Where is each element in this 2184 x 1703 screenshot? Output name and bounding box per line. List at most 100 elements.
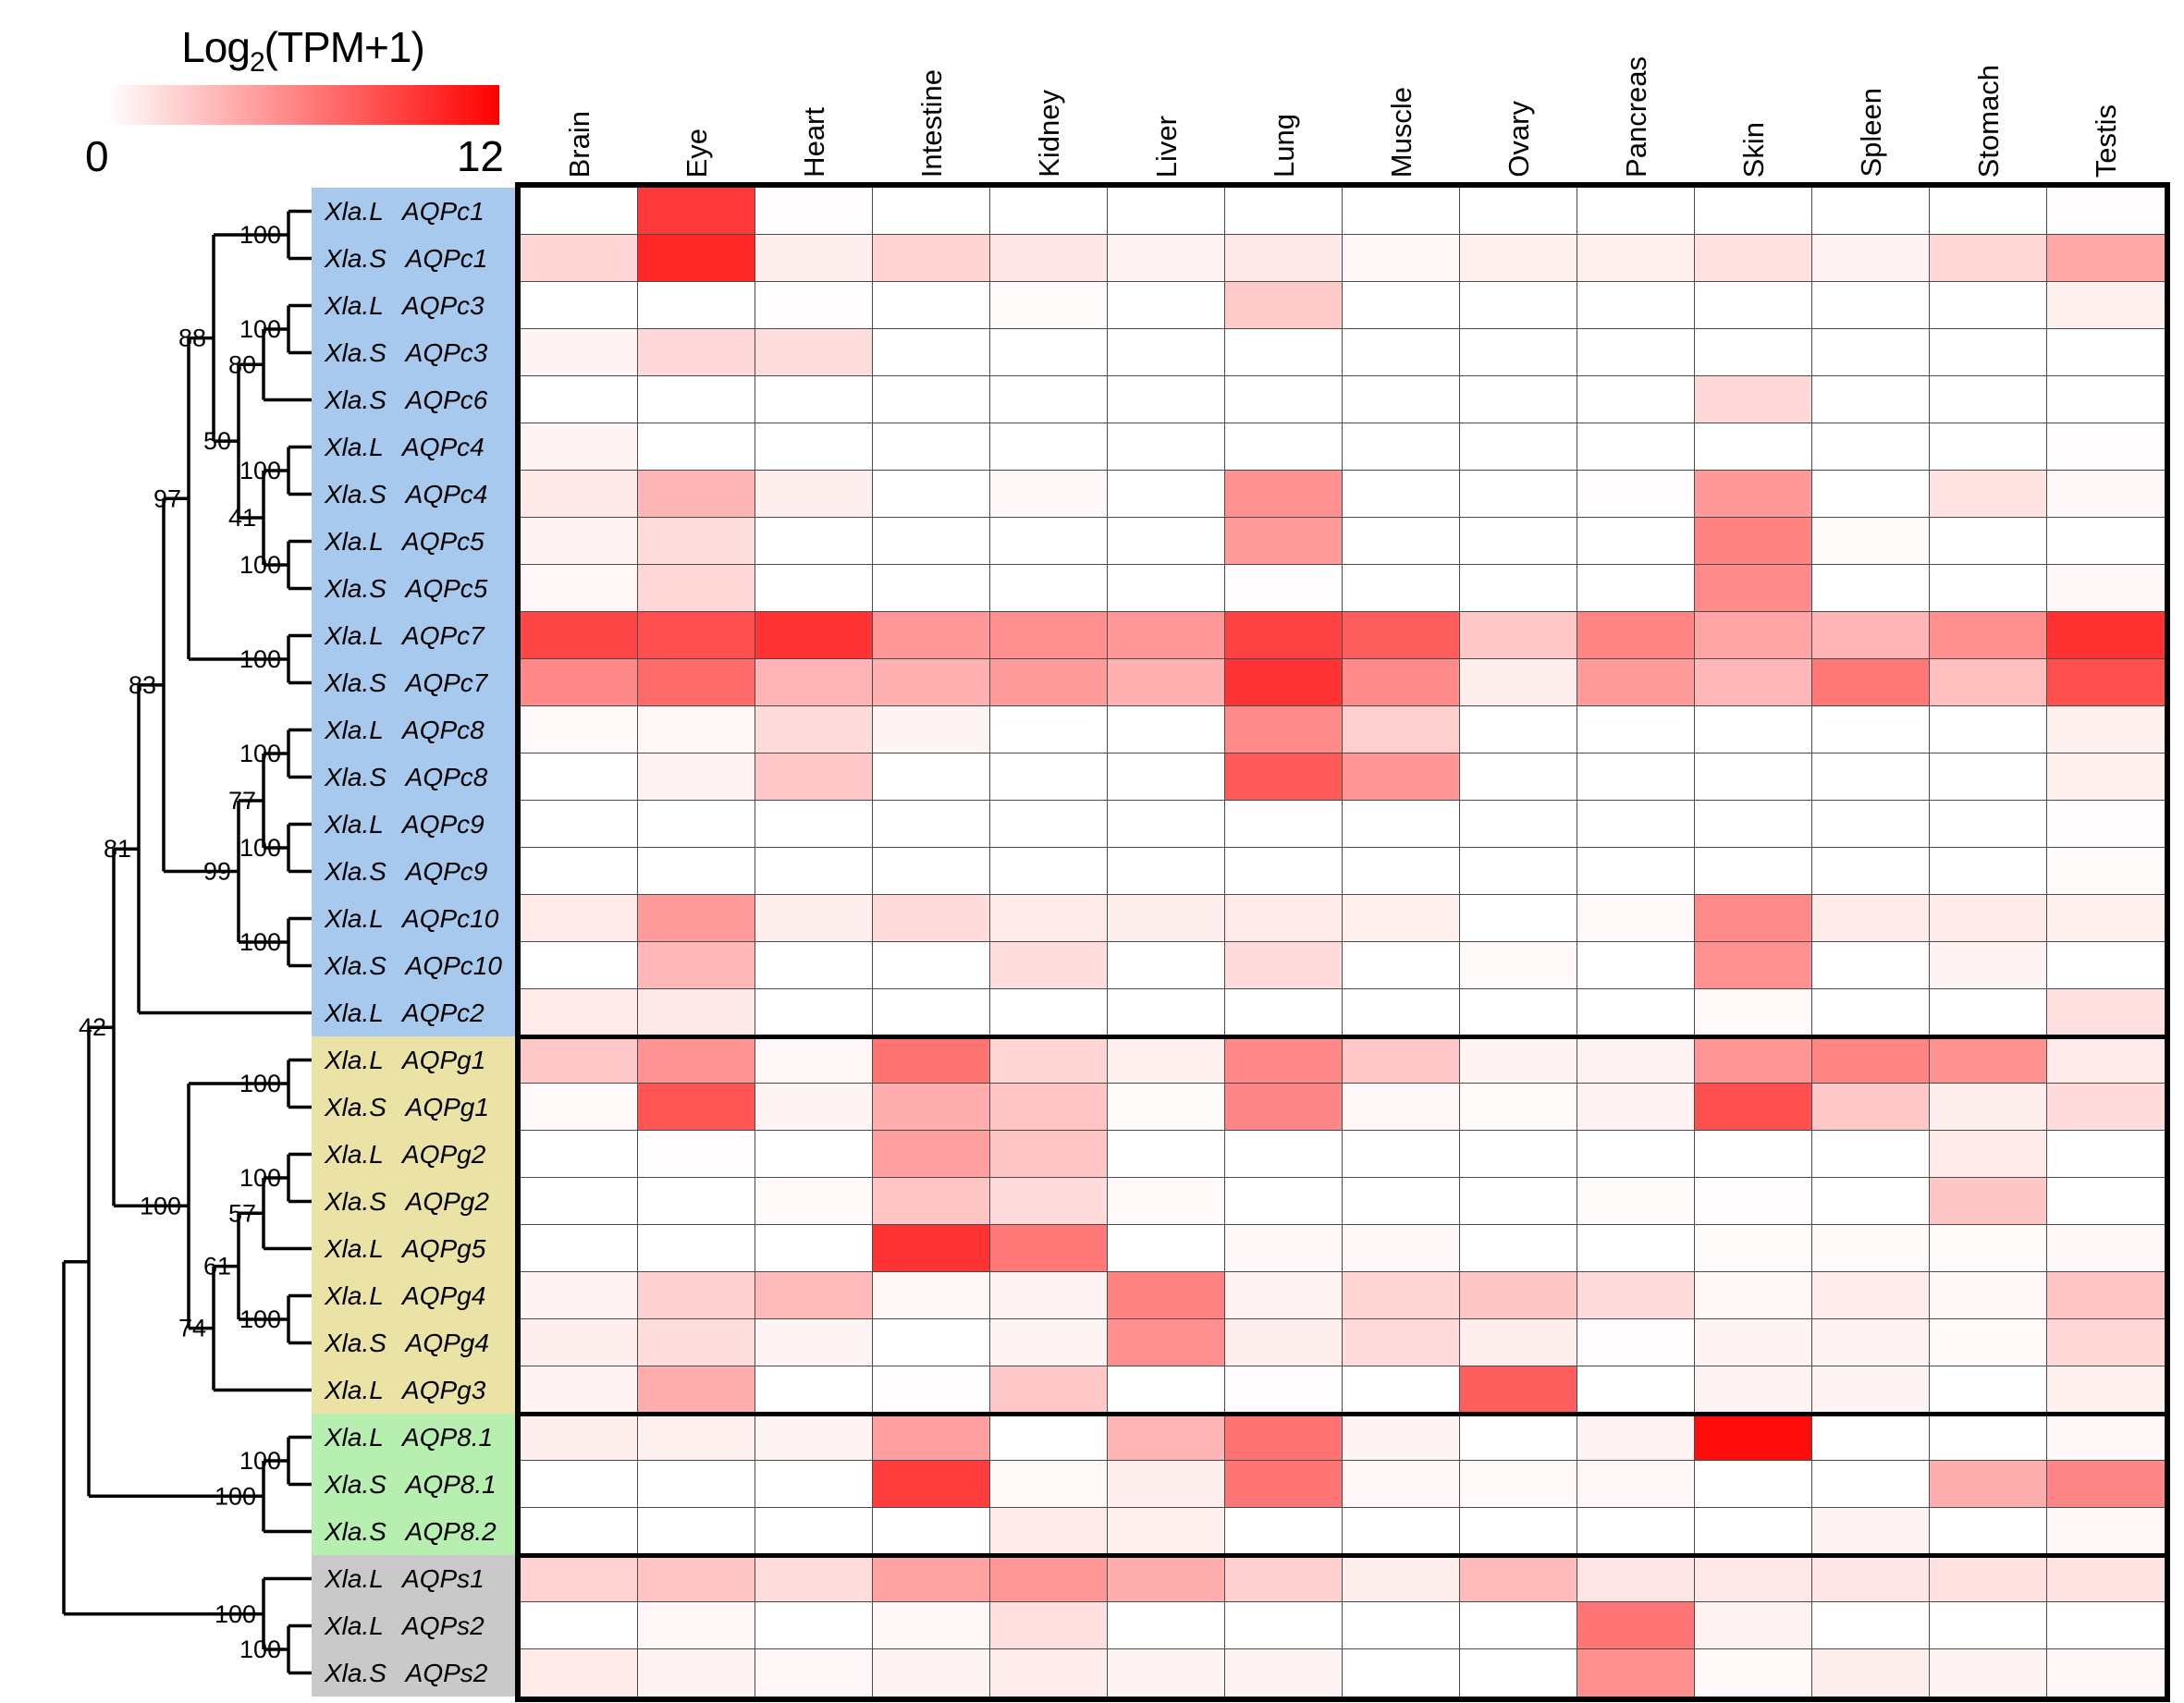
group-block-aqpc: Xla.L AQPc1 Xla.S AQPc1 Xla.L AQPc3 Xla.S A… [312,188,518,1036]
heatmap-cell [1460,753,1577,801]
heatmap-cell [2047,1131,2165,1178]
heatmap-cell [990,376,1108,423]
heatmap-cell [990,282,1108,329]
heatmap-cell [1577,1084,1695,1131]
column-header-label: Liver [1149,115,1183,178]
heatmap-cell [1343,235,1460,282]
heatmap-cell [990,989,1108,1036]
heatmap-cell [990,1414,1108,1461]
heatmap-cell [990,1131,1108,1178]
bootstrap-value: 100 [239,457,281,484]
row-label: Xla.S AQPc6 [325,386,488,414]
heatmap-cell [1812,471,1930,518]
heatmap-cell [1930,1461,2047,1508]
heatmap-cell [1812,848,1930,895]
heatmap-cell [1930,376,2047,423]
heatmap-cell [1930,518,2047,565]
heatmap-cell [638,895,755,942]
row-label: Xla.S AQPg1 [325,1093,489,1121]
heatmap-cell [1695,801,1812,848]
heatmap-cell [873,1178,990,1225]
heatmap-cell [1812,1414,1930,1461]
heatmap-cell [1930,1649,2047,1697]
heatmap-cell [1343,1131,1460,1178]
heatmap-cell [990,1036,1108,1084]
heatmap-cell [1225,1366,1343,1414]
heatmap-cell [2047,423,2165,471]
heatmap-cell [1225,565,1343,612]
heatmap-cell [1577,1461,1695,1508]
heatmap-cell [990,1649,1108,1697]
group-block-aqpg: Xla.L AQPg1 Xla.S AQPg1 Xla.L AQPg2 Xla.S A… [312,1036,518,1414]
heatmap-cell [755,471,873,518]
heatmap-cell [1343,801,1460,848]
heatmap-cell [1695,329,1812,376]
heatmap-cell [1343,1414,1460,1461]
legend-title: Log2(TPM+1) [181,23,425,79]
heatmap-cell [1225,1178,1343,1225]
heatmap-cell [873,848,990,895]
heatmap-cell [755,659,873,706]
column-header-label: Intestine [914,68,948,178]
heatmap-cell [873,235,990,282]
heatmap-cell [873,801,990,848]
heatmap-cell [1695,942,1812,989]
row-label: Xla.S AQPc7 [325,668,488,697]
heatmap-cell [1812,282,1930,329]
column-header-ovary: Ovary [1460,0,1577,178]
heatmap-cell [1108,1178,1225,1225]
row-label: Xla.L AQPc3 [325,291,485,320]
heatmap-cell [755,1084,873,1131]
heatmap-cell [1695,1555,1812,1602]
column-header-pancreas: Pancreas [1577,0,1695,178]
heatmap-cell [1460,848,1577,895]
heatmap-cell [1460,1414,1577,1461]
heatmap-cell [1343,1366,1460,1414]
heatmap-cell [1577,1225,1695,1272]
heatmap-cell [521,565,638,612]
heatmap-cell [1930,942,2047,989]
legend-gradient-bar [106,85,499,125]
heatmap-cell [1108,1084,1225,1131]
heatmap-cell [521,1366,638,1414]
group-block-aqp8: Xla.L AQP8.1 Xla.S AQP8.1 Xla.S AQP8.2 [312,1414,518,1555]
heatmap-cell [521,1225,638,1272]
heatmap-cell [755,423,873,471]
heatmap-cell [990,423,1108,471]
heatmap-cell [1343,753,1460,801]
heatmap-cell [990,848,1108,895]
heatmap-cell [638,989,755,1036]
heatmap-cell [1577,329,1695,376]
column-header-label: Eye [680,128,713,178]
heatmap-cell [990,706,1108,753]
heatmap-cell [1460,471,1577,518]
heatmap-cell [1460,942,1577,989]
heatmap-cell [990,1225,1108,1272]
heatmap-cell [638,235,755,282]
column-header-label: Ovary [1502,101,1535,178]
heatmap-cell [990,329,1108,376]
heatmap-cell [1930,188,2047,235]
heatmap-cell [1577,565,1695,612]
heatmap-cell [1460,1084,1577,1131]
heatmap-cell [1577,942,1695,989]
heatmap-cell [1225,706,1343,753]
heatmap-cell [1812,235,1930,282]
heatmap-cell [1695,659,1812,706]
heatmap-cell [2047,1178,2165,1225]
heatmap-cell [2047,659,2165,706]
heatmap-cell [1577,612,1695,659]
heatmap-cell [521,1555,638,1602]
heatmap-cell [1812,612,1930,659]
legend-min-label: 0 [85,132,109,180]
heatmap-cell [2047,329,2165,376]
heatmap-cell [755,1602,873,1649]
bootstrap-value: 61 [203,1253,231,1280]
heatmap [515,182,2170,1702]
heatmap-cell [638,376,755,423]
bootstrap-value: 100 [239,1305,281,1333]
heatmap-cell [1225,1319,1343,1366]
heatmap-cell [990,1602,1108,1649]
bootstrap-value: 77 [228,787,256,815]
row-label: Xla.L AQPg2 [325,1140,486,1169]
